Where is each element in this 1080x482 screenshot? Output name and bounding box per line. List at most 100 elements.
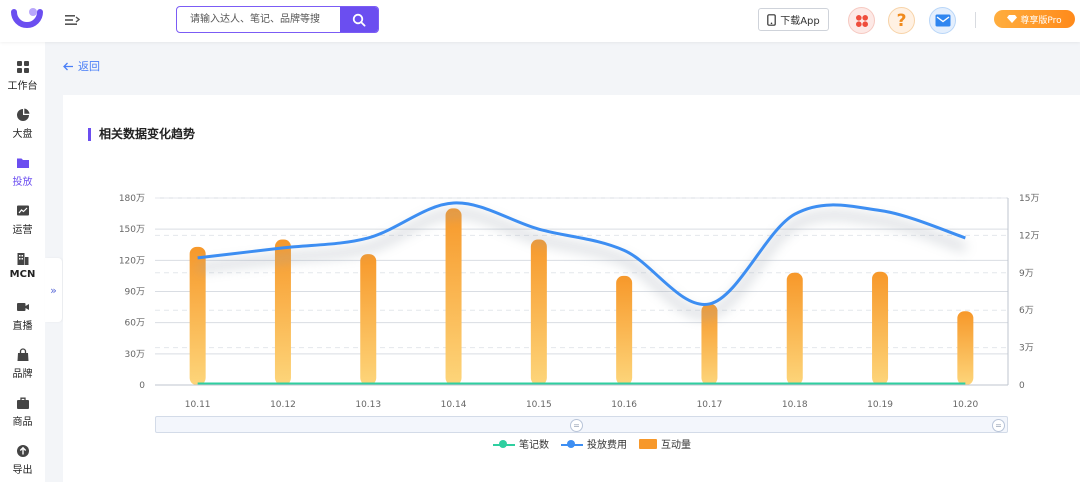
left-axis-tick-label: 0: [139, 381, 145, 391]
folder-icon: [16, 158, 29, 168]
help-button[interactable]: ?: [888, 7, 915, 34]
arrow-left-icon: [63, 62, 73, 70]
left-axis-tick-label: 120万: [119, 256, 145, 266]
sidebar: 工作台 大盘 投放 运营 MCN 直播: [0, 42, 45, 482]
search-box: [176, 6, 379, 33]
top-bar: 下载App ? 尊享版Pro: [0, 0, 1080, 42]
left-axis-tick-label: 60万: [125, 319, 145, 329]
left-axis-tick-label: 30万: [125, 350, 145, 360]
legend-item-cost[interactable]: 投放费用: [561, 436, 627, 451]
diamond-icon: [1007, 15, 1018, 23]
right-axis-tick-label: 9万: [1019, 269, 1034, 279]
x-axis-tick-label: 10.19: [867, 400, 893, 410]
briefcase-icon: [16, 397, 29, 409]
legend-item-interactions[interactable]: 互动量: [639, 436, 691, 451]
bar-interaction: [274, 239, 291, 385]
pie-chart-icon: [16, 108, 29, 121]
x-axis-tick-label: 10.14: [441, 400, 467, 410]
zoom-handle-middle[interactable]: =: [570, 419, 583, 432]
sidebar-item-brand[interactable]: 品牌: [0, 344, 45, 384]
legend-bar-icon: [639, 438, 657, 449]
phone-icon: [767, 13, 777, 26]
sidebar-item-label: MCN: [9, 269, 36, 280]
bar-interaction: [957, 311, 974, 385]
bar-interaction: [616, 275, 633, 385]
x-axis-tick-label: 10.13: [355, 400, 381, 410]
bar-interaction: [872, 271, 889, 385]
x-axis-tick-label: 10.16: [611, 400, 637, 410]
trend-chart: 0 30万 60万 90万 120万 150万 180万 0 3万 6万 9万 12万 15万 10.11…: [119, 194, 1040, 410]
video-camera-icon: [16, 303, 29, 311]
bar-interaction: [189, 246, 206, 385]
right-axis-tick-label: 15万: [1019, 194, 1039, 204]
chart-legend: 笔记数 投放费用 互动量: [493, 436, 691, 451]
sidebar-item-workbench[interactable]: 工作台: [0, 56, 45, 96]
header-divider: [975, 12, 976, 28]
sidebar-item-market[interactable]: 大盘: [0, 104, 45, 144]
bar-interaction: [701, 303, 718, 385]
x-axis-tick-label: 10.17: [697, 400, 723, 410]
download-app-button[interactable]: 下载App: [758, 8, 829, 31]
back-label: 返回: [78, 60, 100, 73]
pro-upgrade-button[interactable]: 尊享版Pro: [994, 10, 1075, 28]
search-input[interactable]: [177, 7, 341, 32]
bar-interaction: [445, 208, 462, 385]
x-axis-tick-label: 10.11: [185, 400, 211, 410]
app-logo[interactable]: [11, 6, 43, 34]
building-icon: [17, 253, 28, 265]
apps-button[interactable]: [848, 7, 875, 34]
left-axis-tick-label: 150万: [119, 225, 145, 235]
sidebar-item-operations[interactable]: 运营: [0, 200, 45, 240]
right-axis-tick-label: 12万: [1019, 231, 1039, 241]
apps-icon: [855, 14, 868, 27]
sidebar-item-live[interactable]: 直播: [0, 296, 45, 336]
right-axis-tick-label: 3万: [1019, 344, 1034, 354]
x-axis-tick-label: 10.15: [526, 400, 552, 410]
legend-label: 投放费用: [587, 440, 627, 451]
left-axis-tick-label: 90万: [125, 288, 145, 298]
sidebar-item-mcn[interactable]: MCN: [0, 248, 45, 288]
sidebar-item-label: 大盘: [12, 129, 33, 140]
double-chevron-right-icon: »: [50, 283, 57, 297]
legend-line-blue-icon: [561, 439, 583, 449]
left-axis-tick-label: 180万: [119, 194, 145, 204]
trend-panel: 相关数据变化趋势 0 30万 60万 90万 120万 150万 180万 0 3万 6万 9万 12…: [63, 95, 1080, 482]
messages-button[interactable]: [929, 7, 956, 34]
mail-icon: [935, 14, 950, 27]
search-button[interactable]: [340, 7, 378, 32]
sidebar-item-label: 工作台: [7, 81, 38, 92]
trend-chart-icon: [16, 205, 29, 216]
interaction-bars: [189, 208, 974, 385]
question-mark-icon: ?: [896, 10, 907, 31]
x-axis-tick-label: 10.18: [782, 400, 808, 410]
download-app-label: 下载App: [780, 16, 820, 27]
data-zoom-slider[interactable]: = =: [155, 416, 1008, 433]
x-axis-tick-label: 10.12: [270, 400, 296, 410]
sidebar-item-delivery[interactable]: 投放: [0, 152, 45, 192]
sidebar-item-label: 投放: [12, 177, 33, 188]
section-title: 相关数据变化趋势: [88, 128, 195, 141]
menu-toggle-icon[interactable]: [64, 12, 80, 28]
pro-upgrade-label: 尊享版Pro: [1020, 15, 1062, 26]
back-link[interactable]: 返回: [63, 58, 100, 74]
sidebar-item-products[interactable]: 商品: [0, 392, 45, 432]
shopping-bag-icon: [17, 348, 28, 361]
x-axis-tick-label: 10.20: [952, 400, 978, 410]
search-icon: [352, 13, 366, 26]
export-icon: [16, 445, 29, 457]
sidebar-expand-toggle[interactable]: »: [45, 258, 62, 322]
sidebar-item-label: 运营: [12, 225, 33, 236]
bar-interaction: [530, 239, 547, 385]
cost-line-shadow: [197, 209, 967, 318]
sidebar-item-export[interactable]: 导出: [0, 440, 45, 480]
legend-label: 笔记数: [519, 440, 549, 451]
zoom-handle-right[interactable]: =: [992, 419, 1005, 432]
legend-label: 互动量: [661, 440, 691, 451]
legend-item-notes[interactable]: 笔记数: [493, 436, 549, 451]
sidebar-item-label: 商品: [12, 417, 33, 428]
series-line-cost: [197, 201, 966, 306]
sidebar-item-label: 导出: [12, 465, 33, 476]
sidebar-item-label: 品牌: [12, 369, 33, 380]
right-axis-tick-label: 6万: [1019, 306, 1034, 316]
legend-line-green-icon: [493, 439, 515, 449]
